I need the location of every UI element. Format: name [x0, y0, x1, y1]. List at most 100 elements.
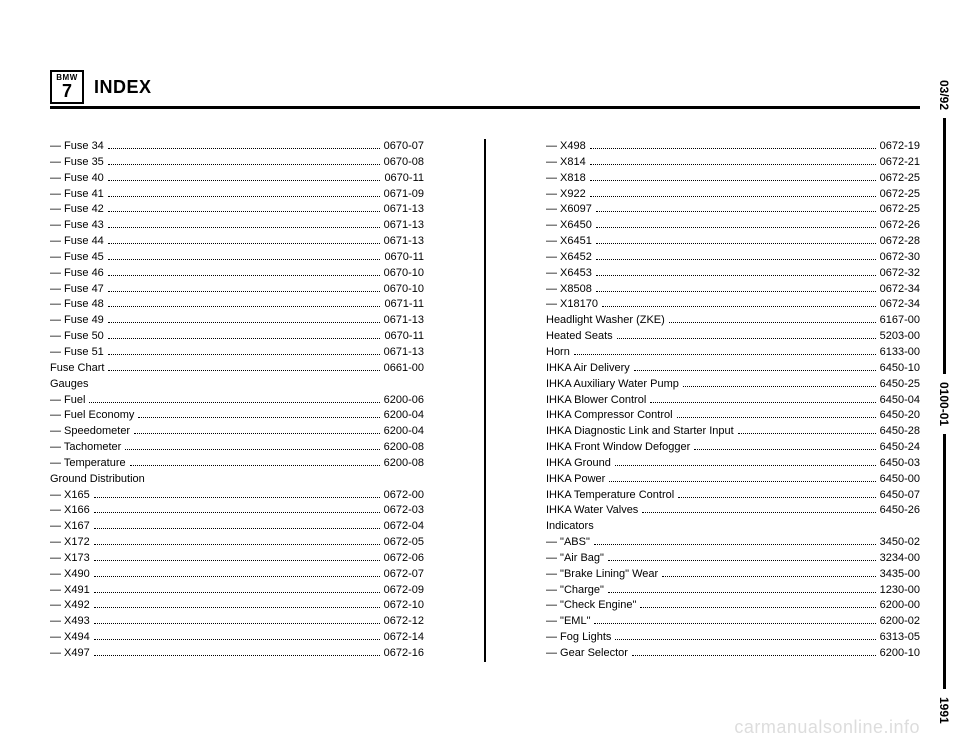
leader-dots	[640, 607, 875, 608]
index-entry: — X64520672-30	[546, 250, 920, 265]
entry-label: IHKA Ground	[546, 456, 611, 471]
entry-label: — X922	[546, 187, 586, 202]
entry-page: 0671-13	[384, 234, 424, 249]
entry-label: — X6451	[546, 234, 592, 249]
index-entry: — X4910672-09	[50, 583, 424, 598]
entry-page: 6450-03	[880, 456, 920, 471]
entry-page: 0672-04	[384, 519, 424, 534]
entry-page: 6450-25	[880, 377, 920, 392]
index-entry: — X1650672-00	[50, 488, 424, 503]
entry-label: — "Check Engine"	[546, 598, 636, 613]
leader-dots	[608, 592, 876, 593]
leader-dots	[677, 417, 876, 418]
entry-page: 3450-02	[880, 535, 920, 550]
entry-label: IHKA Auxiliary Water Pump	[546, 377, 679, 392]
entry-label: — X6450	[546, 218, 592, 233]
entry-page: 6450-10	[880, 361, 920, 376]
entry-page: 6200-04	[384, 408, 424, 423]
index-entry: — X8180672-25	[546, 171, 920, 186]
leader-dots	[108, 354, 380, 355]
leader-dots	[108, 196, 380, 197]
leader-dots	[94, 528, 380, 529]
index-entry: — Fuse 490671-13	[50, 313, 424, 328]
entry-label: — Fuse 35	[50, 155, 104, 170]
entry-label: — Fuse 45	[50, 250, 104, 265]
leader-dots	[125, 449, 379, 450]
watermark: carmanualsonline.info	[734, 717, 920, 738]
leader-dots	[108, 148, 380, 149]
entry-page: 0670-07	[384, 139, 424, 154]
entry-page: 6450-26	[880, 503, 920, 518]
page: BMW 7 INDEX — Fuse 340670-07— Fuse 35067…	[0, 0, 960, 744]
entry-page: 0671-09	[384, 187, 424, 202]
side-line-1	[943, 118, 946, 374]
entry-label: — X814	[546, 155, 586, 170]
leader-dots	[134, 433, 380, 434]
leader-dots	[108, 180, 381, 181]
entry-page: 6133-00	[880, 345, 920, 360]
entry-label: — X6452	[546, 250, 592, 265]
entry-label: IHKA Compressor Control	[546, 408, 673, 423]
leader-dots	[94, 576, 380, 577]
leader-dots	[590, 164, 876, 165]
entry-label: — X8508	[546, 282, 592, 297]
side-line-2	[943, 434, 946, 690]
leader-dots	[608, 560, 876, 561]
entry-label: Fuse Chart	[50, 361, 104, 376]
entry-label: — Gear Selector	[546, 646, 628, 661]
index-entry: — X4930672-12	[50, 614, 424, 629]
entry-label: — Speedometer	[50, 424, 130, 439]
entry-label: — Fuse 41	[50, 187, 104, 202]
entry-page: 0672-10	[384, 598, 424, 613]
leader-dots	[650, 402, 875, 403]
entry-label: — Fuse 42	[50, 202, 104, 217]
side-label-bottom: 1991	[937, 697, 951, 724]
entry-page: 0672-16	[384, 646, 424, 661]
entry-label: — Fuse 48	[50, 297, 104, 312]
entry-page: 0672-03	[384, 503, 424, 518]
entry-page: 0671-11	[384, 297, 424, 312]
index-entry: — Fuel Economy 6200-04	[50, 408, 424, 423]
index-entry: — Fuse 400670-11	[50, 171, 424, 186]
leader-dots	[596, 211, 876, 212]
index-entry: — X4970672-16	[50, 646, 424, 661]
index-entry: Horn6133-00	[546, 345, 920, 360]
leader-dots	[108, 370, 379, 371]
index-entry: IHKA Compressor Control6450-20	[546, 408, 920, 423]
entry-label: — X493	[50, 614, 90, 629]
entry-label: — Fuse 47	[50, 282, 104, 297]
entry-page: 0661-00	[384, 361, 424, 376]
leader-dots	[694, 449, 875, 450]
leader-dots	[615, 639, 875, 640]
index-entry: Fuse Chart 0661-00	[50, 361, 424, 376]
leader-dots	[94, 497, 380, 498]
leader-dots	[594, 544, 876, 545]
leader-dots	[94, 544, 380, 545]
entry-label: IHKA Diagnostic Link and Starter Input	[546, 424, 734, 439]
leader-dots	[662, 576, 875, 577]
leader-dots	[683, 386, 876, 387]
leader-dots	[94, 655, 380, 656]
index-entry: Ground Distribution	[50, 472, 424, 487]
index-entry: IHKA Front Window Defogger6450-24	[546, 440, 920, 455]
index-entry: Gauges	[50, 377, 424, 392]
entry-label: — Fuse 50	[50, 329, 104, 344]
entry-label: — X818	[546, 171, 586, 186]
entry-label: Indicators	[546, 519, 594, 534]
index-entry: — X60970672-25	[546, 202, 920, 217]
index-entry: — X181700672-34	[546, 297, 920, 312]
entry-label: — Fuse 40	[50, 171, 104, 186]
entry-label: Headlight Washer (ZKE)	[546, 313, 665, 328]
leader-dots	[108, 306, 381, 307]
entry-label: — X172	[50, 535, 90, 550]
index-entry: — X1660672-03	[50, 503, 424, 518]
entry-label: — X6097	[546, 202, 592, 217]
entry-label: — "Brake Lining" Wear	[546, 567, 658, 582]
index-entry: — X1730672-06	[50, 551, 424, 566]
entry-page: 0671-13	[384, 345, 424, 360]
entry-label: — X173	[50, 551, 90, 566]
entry-label: — Fuel Economy	[50, 408, 134, 423]
entry-page: 0672-34	[880, 282, 920, 297]
leader-dots	[590, 180, 876, 181]
entry-label: — Tachometer	[50, 440, 121, 455]
